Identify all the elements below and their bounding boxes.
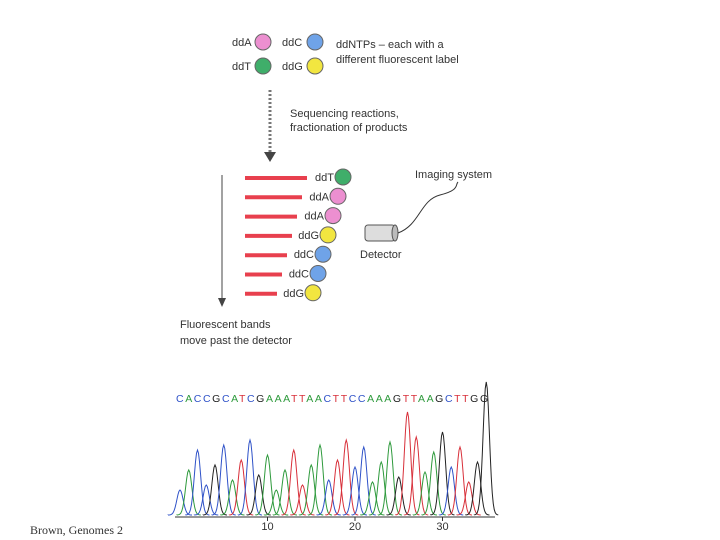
legend-label: ddA bbox=[232, 37, 252, 49]
band-dot bbox=[304, 284, 322, 302]
peak bbox=[465, 460, 490, 516]
peak bbox=[325, 458, 350, 516]
band-label: ddA bbox=[304, 211, 324, 223]
x-tick-label: 20 bbox=[349, 521, 361, 533]
peak bbox=[333, 438, 359, 516]
footer: Brown, Genomes 2 bbox=[30, 523, 123, 537]
peak bbox=[412, 470, 438, 516]
peak bbox=[342, 465, 368, 516]
band-dot bbox=[309, 265, 327, 282]
band-label: ddC bbox=[289, 269, 309, 281]
band-dot bbox=[324, 207, 342, 225]
detector-label: Detector bbox=[360, 249, 402, 261]
band-dot bbox=[314, 245, 332, 263]
peak bbox=[193, 484, 219, 516]
caption: move past the detector bbox=[180, 335, 292, 347]
peak bbox=[316, 479, 341, 516]
peak bbox=[255, 453, 280, 516]
peak bbox=[438, 465, 464, 516]
imaging-label: Imaging system bbox=[415, 169, 492, 181]
peak bbox=[228, 458, 254, 516]
peak bbox=[351, 445, 376, 516]
sequence: CACCGCATCGAAATTAACTTCCAAAGTTAAGCTTGG bbox=[176, 393, 490, 405]
peak bbox=[237, 438, 263, 516]
caption: Fluorescent bands bbox=[180, 319, 271, 331]
peak bbox=[185, 448, 210, 516]
x-tick-label: 10 bbox=[261, 521, 273, 533]
peak bbox=[220, 479, 245, 516]
band-label: ddG bbox=[283, 288, 304, 300]
band-dot bbox=[334, 168, 352, 186]
peak bbox=[246, 473, 271, 516]
legend-label: ddG bbox=[282, 61, 303, 73]
peak bbox=[377, 440, 403, 516]
peak bbox=[272, 468, 298, 516]
step-text: fractionation of products bbox=[290, 122, 408, 134]
band-label: ddG bbox=[298, 230, 319, 242]
step-text: Sequencing reactions, bbox=[290, 108, 399, 120]
peak bbox=[386, 475, 411, 516]
legend-dot bbox=[306, 33, 324, 51]
peak bbox=[456, 481, 481, 516]
cable bbox=[397, 181, 459, 234]
peak bbox=[176, 468, 201, 516]
legend-note: different fluorescent label bbox=[336, 54, 459, 66]
peak bbox=[421, 450, 446, 516]
peak bbox=[281, 448, 306, 516]
legend-dot bbox=[254, 57, 272, 75]
band-dot bbox=[329, 187, 347, 205]
peak bbox=[360, 481, 385, 516]
legend-dot bbox=[306, 57, 324, 75]
peak bbox=[263, 489, 289, 516]
peak bbox=[202, 463, 228, 516]
legend-note: ddNTPs – each with a bbox=[336, 39, 444, 51]
legend-label: ddT bbox=[232, 61, 251, 73]
peak bbox=[430, 431, 455, 516]
peak bbox=[290, 484, 315, 516]
peak bbox=[307, 443, 333, 516]
x-tick-label: 30 bbox=[436, 521, 448, 533]
detector-lens bbox=[391, 224, 399, 242]
peak bbox=[403, 435, 429, 516]
band-dot bbox=[319, 226, 337, 244]
peak bbox=[368, 460, 394, 516]
arrow-head bbox=[218, 298, 226, 307]
band-label: ddT bbox=[315, 172, 334, 184]
arrow-head bbox=[264, 152, 276, 162]
peak bbox=[473, 381, 499, 516]
legend-dot bbox=[254, 33, 272, 51]
detector bbox=[364, 224, 396, 242]
peak bbox=[447, 445, 473, 516]
band-label: ddA bbox=[309, 191, 329, 203]
legend-label: ddC bbox=[282, 37, 302, 49]
peak bbox=[395, 411, 420, 516]
peak bbox=[211, 443, 236, 516]
peak bbox=[298, 463, 324, 516]
peak bbox=[167, 489, 193, 516]
band-label: ddC bbox=[294, 249, 314, 261]
